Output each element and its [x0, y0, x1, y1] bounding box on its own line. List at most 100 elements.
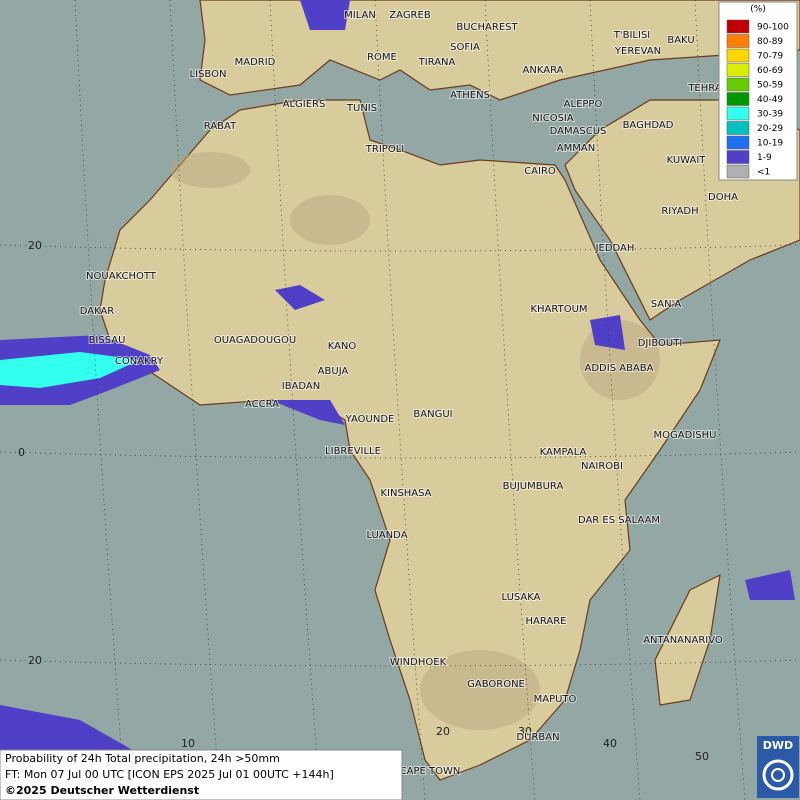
legend-swatch: [726, 164, 750, 179]
city-label: GABORONE: [467, 679, 525, 690]
lon-label: 10: [181, 737, 195, 750]
precip-area: [300, 0, 350, 30]
city-label: TEHRA: [687, 83, 721, 94]
lat-label: 20: [28, 654, 42, 667]
city-label: CONAKRY: [115, 356, 164, 367]
precip-area: [275, 285, 325, 310]
city-label: MADRID: [235, 57, 276, 68]
lat-line: [0, 451, 800, 459]
city-label: HARARE: [525, 616, 566, 627]
legend-label: 50-59: [757, 81, 783, 91]
legend-label: 1-9: [757, 153, 772, 163]
city-label: OUAGADOUGOU: [214, 335, 296, 346]
legend-label: 40-49: [757, 95, 783, 105]
city-label: MOGADISHU: [654, 430, 717, 441]
city-label: T'BILISI: [613, 30, 650, 41]
lon-line: [589, 0, 641, 800]
legend-label: 20-29: [757, 124, 783, 134]
lat-label: 20: [28, 239, 42, 252]
lon-line: [374, 0, 426, 800]
city-label: LISBON: [190, 69, 227, 80]
lon-label: 20: [436, 725, 450, 738]
lat-line: [0, 659, 800, 667]
city-label: SOFIA: [450, 42, 480, 53]
city-label: CAPE TOWN: [400, 766, 461, 777]
lon-line: [484, 0, 536, 800]
legend-label: 60-69: [757, 66, 783, 76]
city-label: KINSHASA: [380, 488, 431, 499]
city-label: RIYADH: [661, 206, 698, 217]
legend-swatch: [726, 48, 750, 63]
legend-label: 10-19: [757, 139, 783, 149]
city-label: BANGUI: [413, 409, 452, 420]
city-label: MILAN: [344, 10, 376, 21]
ahaggar: [290, 195, 370, 245]
lat-line: [0, 244, 800, 252]
caption-line: Probability of 24h Total precipitation, …: [5, 752, 280, 765]
legend-swatch: [726, 34, 750, 48]
city-label: ACCRA: [245, 399, 279, 410]
land: [99, 0, 800, 781]
city-label: ZAGREB: [389, 10, 431, 21]
labels: 20 0 20 10 20 30 40 50 MILAN ZAGREB BUCHAREST MADRI…: [18, 9, 739, 778]
city-label: CAIRO: [524, 166, 556, 177]
city-label: ANKARA: [523, 65, 564, 76]
city-label: KHARTOUM: [530, 304, 587, 315]
legend-swatch: [726, 19, 750, 34]
city-label: NOUAKCHOTT: [86, 271, 157, 282]
city-label: KAMPALA: [540, 447, 587, 458]
city-label: ATHENS: [450, 90, 490, 101]
legend-title: (%): [750, 5, 766, 15]
logo-icon: [771, 768, 785, 782]
city-label: SAN'A: [651, 299, 682, 310]
precip-area: [270, 400, 345, 425]
logo-icon: [762, 759, 794, 791]
legend-swatch: [726, 92, 750, 106]
city-label: ADDIS ABABA: [585, 363, 654, 374]
city-label: LUANDA: [366, 530, 407, 541]
city-label: AMMAN: [557, 143, 595, 154]
lon-label: 40: [603, 737, 617, 750]
terrain: [170, 152, 660, 730]
city-label: TIRANA: [418, 57, 456, 68]
madagascar: [654, 573, 721, 706]
city-label: DAMASCUS: [550, 126, 607, 137]
city-label: DAR ES SALAAM: [578, 515, 660, 526]
city-label: BUCHAREST: [456, 22, 518, 33]
legend-swatch: [726, 121, 750, 135]
city-label: ROME: [367, 52, 397, 63]
logo: DWD: [757, 736, 799, 798]
precip-area: [745, 570, 795, 600]
city-label: KANO: [328, 341, 357, 352]
city-label: ALEPPO: [564, 99, 603, 110]
legend-label: <1: [757, 168, 770, 178]
city-label: DURBAN: [516, 732, 559, 743]
city-label: MAPUTO: [534, 694, 577, 705]
lon-line: [169, 0, 221, 800]
legend-items: 90-100 80-89 70-79 60-69 50-59 40-49 30-39 20-2…: [726, 19, 789, 179]
city-label: ANTANANARIVO: [643, 635, 723, 646]
lat-label: 0: [18, 446, 25, 459]
lon-label: 50: [695, 750, 709, 763]
city-label: DOHA: [708, 192, 738, 203]
city-label: YEREVAN: [614, 46, 661, 57]
city-label: YAOUNDE: [345, 414, 395, 425]
legend-swatch: [726, 106, 750, 121]
lon-line: [269, 0, 321, 800]
city-label: BISSAU: [89, 335, 126, 346]
city-label: BAGHDAD: [623, 120, 674, 131]
legend-label: 70-79: [757, 52, 783, 62]
caption-box: [0, 749, 403, 800]
legend: (%) 90-100 80-89 70-79 60-69 50-59 40-49 30-39…: [718, 1, 798, 181]
city-label: NICOSIA: [532, 113, 574, 124]
city-label: ALGIERS: [283, 99, 326, 110]
city-label: JEDDAH: [595, 243, 635, 254]
lon-line: [74, 0, 126, 800]
city-label: TRIPOLI: [365, 144, 404, 155]
city-label: WINDHOEK: [390, 657, 447, 668]
caption: Probability of 24h Total precipitation, …: [0, 749, 403, 800]
logo-text: DWD: [763, 739, 793, 752]
legend-label: 30-39: [757, 110, 783, 120]
city-label: RABAT: [204, 121, 237, 132]
